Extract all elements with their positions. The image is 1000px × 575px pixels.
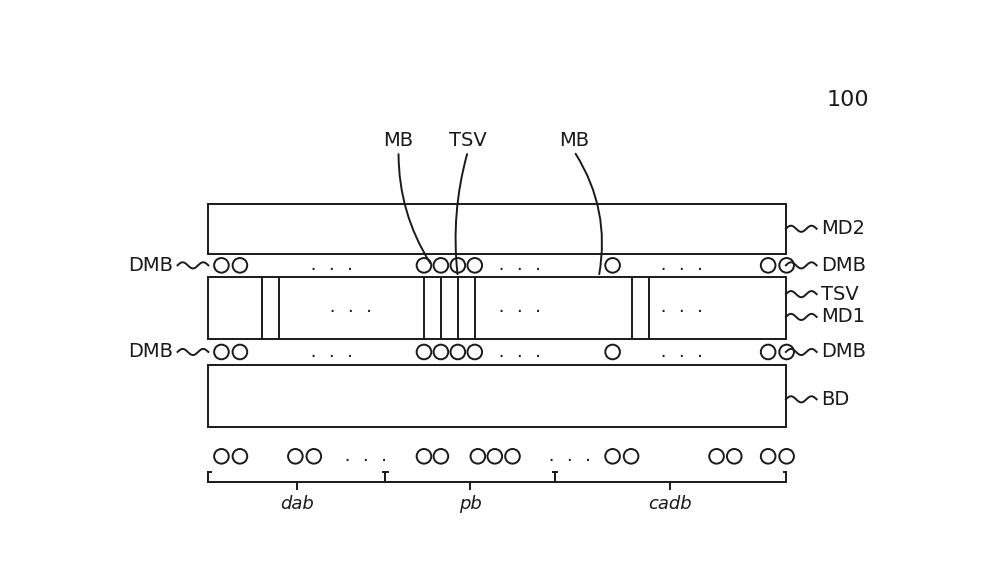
Text: MD2: MD2 <box>821 219 865 238</box>
Text: cadb: cadb <box>649 495 692 513</box>
Bar <box>208 277 786 339</box>
Text: BD: BD <box>821 390 850 409</box>
Text: . . .: . . . <box>659 300 705 315</box>
Text: . . .: . . . <box>309 258 354 273</box>
Text: . . .: . . . <box>547 449 593 464</box>
Text: . . .: . . . <box>659 258 705 273</box>
Text: DMB: DMB <box>821 343 866 362</box>
Text: MB: MB <box>559 131 589 150</box>
Text: TSV: TSV <box>449 131 487 150</box>
Text: DMB: DMB <box>128 343 173 362</box>
Text: . . .: . . . <box>497 345 543 360</box>
Text: pb: pb <box>459 495 482 513</box>
Text: . . .: . . . <box>309 345 354 360</box>
Text: . . .: . . . <box>328 300 374 315</box>
Text: . . .: . . . <box>659 345 705 360</box>
Text: dab: dab <box>280 495 314 513</box>
Bar <box>208 366 786 427</box>
Text: . . .: . . . <box>343 449 389 464</box>
Text: TSV: TSV <box>821 285 859 304</box>
Text: . . .: . . . <box>497 300 543 315</box>
Text: DMB: DMB <box>821 256 866 275</box>
Text: MB: MB <box>383 131 414 150</box>
Text: . . .: . . . <box>497 258 543 273</box>
Text: MD1: MD1 <box>821 308 865 327</box>
Text: DMB: DMB <box>128 256 173 275</box>
Bar <box>208 204 786 254</box>
Text: 100: 100 <box>826 90 869 110</box>
